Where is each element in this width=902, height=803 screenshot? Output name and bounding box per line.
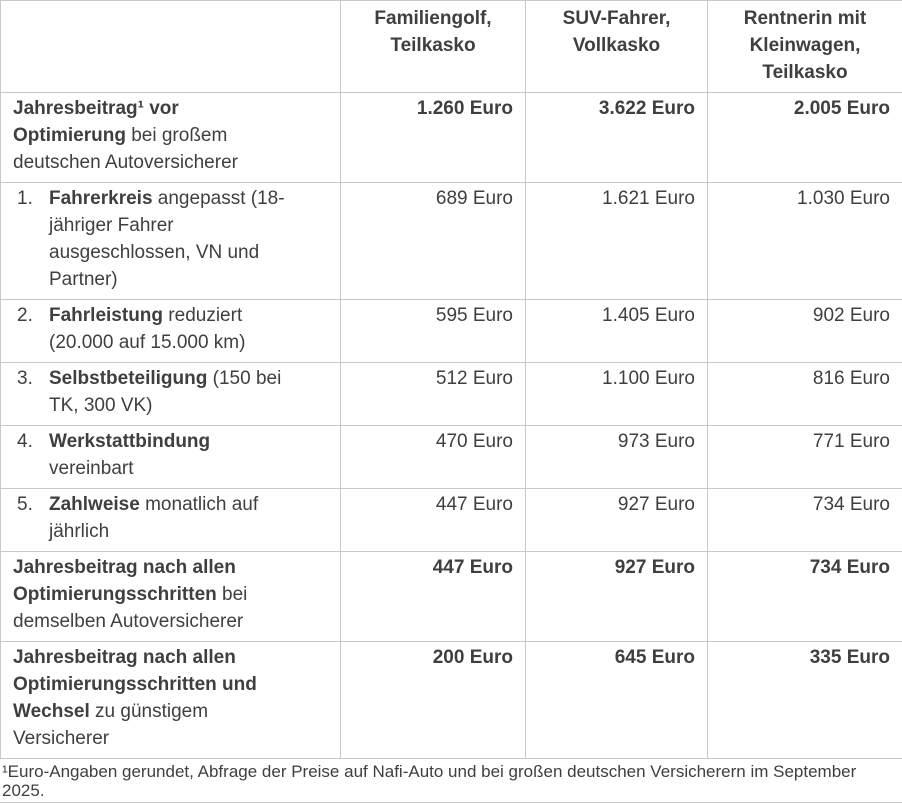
table-row-zahlweise: 5. Zahlweise monatlich auf jährlich 447 … <box>1 489 902 552</box>
value-suv: 973 Euro <box>526 426 708 489</box>
row-number: 4. <box>13 428 49 455</box>
page: Familiengolf, Teilkasko SUV-Fahrer, Voll… <box>0 0 902 737</box>
value-suv: 3.622 Euro <box>526 93 708 183</box>
row-number: 3. <box>13 365 49 392</box>
value-suv: 927 Euro <box>526 489 708 552</box>
value-suv: 645 Euro <box>526 642 708 759</box>
value-familiengolf: 470 Euro <box>341 426 526 489</box>
value-familiengolf: 447 Euro <box>341 552 526 642</box>
value-familiengolf: 595 Euro <box>341 300 526 363</box>
table-row-fahrerkreis: 1. Fahrerkreis angepasst (18-jähriger Fa… <box>1 183 902 300</box>
row-label: Jahresbeitrag¹ vor Optimierung bei große… <box>1 93 341 183</box>
header-row: Familiengolf, Teilkasko SUV-Fahrer, Voll… <box>1 1 902 93</box>
footnote: ¹Euro-Angaben gerundet, Abfrage der Prei… <box>0 759 902 800</box>
row-label: 1. Fahrerkreis angepasst (18-jähriger Fa… <box>1 183 341 300</box>
value-familiengolf: 689 Euro <box>341 183 526 300</box>
row-label-text: Jahresbeitrag nach allen Optimierungssch… <box>13 554 275 635</box>
row-label: Jahresbeitrag nach allen Optimierungssch… <box>1 552 341 642</box>
table-row-jahresbeitrag-nach-optimierung: Jahresbeitrag nach allen Optimierungssch… <box>1 552 902 642</box>
row-label-text: Werkstattbindung vereinbart <box>49 428 291 482</box>
table-row-jahresbeitrag-vor: Jahresbeitrag¹ vor Optimierung bei große… <box>1 93 902 183</box>
table-row-fahrleistung: 2. Fahrleistung reduziert (20.000 auf 15… <box>1 300 902 363</box>
row-label: 3. Selbstbeteiligung (150 bei TK, 300 VK… <box>1 363 341 426</box>
row-label: Jahresbeitrag nach allen Optimierungssch… <box>1 642 341 759</box>
header-empty <box>1 1 341 93</box>
row-number: 2. <box>13 302 49 329</box>
row-label-text: Fahrerkreis angepasst (18-jähriger Fahre… <box>49 185 291 293</box>
header-suv-fahrer: SUV-Fahrer, Vollkasko <box>526 1 708 93</box>
table-row-selbstbeteiligung: 3. Selbstbeteiligung (150 bei TK, 300 VK… <box>1 363 902 426</box>
value-familiengolf: 1.260 Euro <box>341 93 526 183</box>
row-label-text: Zahlweise monatlich auf jährlich <box>49 491 291 545</box>
value-rentnerin: 902 Euro <box>708 300 902 363</box>
row-number: 1. <box>13 185 49 212</box>
row-label: 5. Zahlweise monatlich auf jährlich <box>1 489 341 552</box>
header-rentnerin: Rentnerin mit Kleinwagen, Teilkasko <box>708 1 902 93</box>
row-number: 5. <box>13 491 49 518</box>
value-rentnerin: 816 Euro <box>708 363 902 426</box>
row-label-text: Jahresbeitrag nach allen Optimierungssch… <box>13 644 275 752</box>
table-row-werkstattbindung: 4. Werkstattbindung vereinbart 470 Euro … <box>1 426 902 489</box>
value-rentnerin: 771 Euro <box>708 426 902 489</box>
table-row-jahresbeitrag-nach-wechsel: Jahresbeitrag nach allen Optimierungssch… <box>1 642 902 759</box>
value-rentnerin: 734 Euro <box>708 552 902 642</box>
value-suv: 1.621 Euro <box>526 183 708 300</box>
value-suv: 1.100 Euro <box>526 363 708 426</box>
value-rentnerin: 335 Euro <box>708 642 902 759</box>
row-label: 2. Fahrleistung reduziert (20.000 auf 15… <box>1 300 341 363</box>
value-rentnerin: 1.030 Euro <box>708 183 902 300</box>
row-label-text: Fahrleistung reduziert (20.000 auf 15.00… <box>49 302 291 356</box>
row-label-text: Selbstbeteiligung (150 bei TK, 300 VK) <box>49 365 291 419</box>
value-familiengolf: 447 Euro <box>341 489 526 552</box>
value-suv: 1.405 Euro <box>526 300 708 363</box>
value-suv: 927 Euro <box>526 552 708 642</box>
row-label-text: Jahresbeitrag¹ vor Optimierung bei große… <box>13 95 275 176</box>
value-rentnerin: 734 Euro <box>708 489 902 552</box>
insurance-optimization-table: Familiengolf, Teilkasko SUV-Fahrer, Voll… <box>0 0 902 759</box>
value-familiengolf: 512 Euro <box>341 363 526 426</box>
value-familiengolf: 200 Euro <box>341 642 526 759</box>
row-label: 4. Werkstattbindung vereinbart <box>1 426 341 489</box>
value-rentnerin: 2.005 Euro <box>708 93 902 183</box>
header-familiengolf: Familiengolf, Teilkasko <box>341 1 526 93</box>
